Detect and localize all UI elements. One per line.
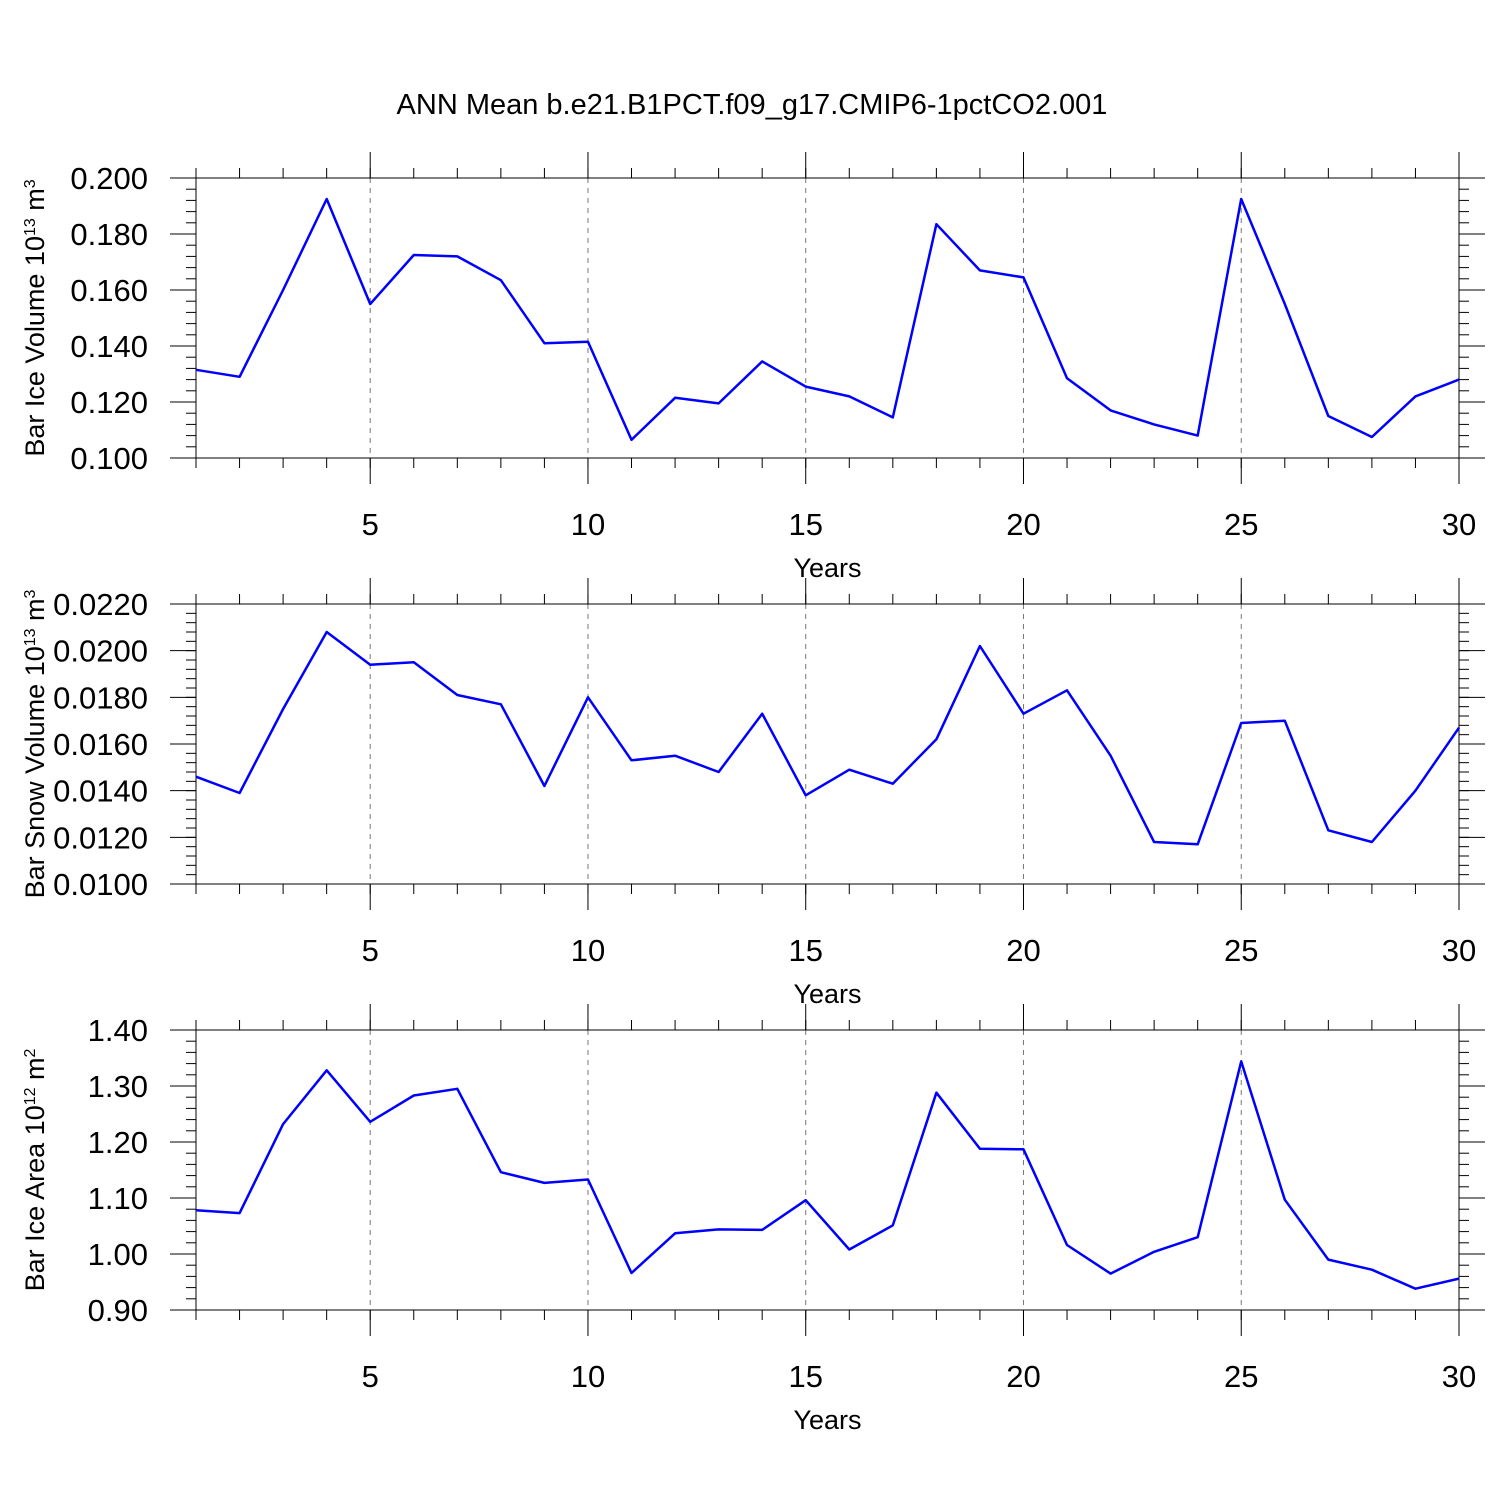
y-tick-label: 0.160 [70,273,148,308]
x-tick-label: 30 [1442,507,1476,542]
series-line [195,1060,1460,1290]
y-tick-label: 1.40 [88,1013,148,1048]
y-axis-label-text: m [20,598,50,628]
x-tick-label: 20 [1006,1359,1040,1394]
x-tick-label: 5 [362,933,379,968]
x-tick-label: 30 [1442,933,1476,968]
x-tick-label: 10 [571,1359,605,1394]
y-tick-label: 1.10 [88,1181,148,1216]
y-tick-label: 1.00 [88,1237,148,1272]
chart-panel-3: 5 10 15 20 25 30 0.90 1.00 1.10 1.20 1.30 1.40 Years… [20,1004,1485,1435]
plot-frame [195,1029,1460,1311]
y-axis-label-superscript: 2 [22,1048,39,1057]
y-tick-label: 0.0100 [53,867,148,902]
y-tick-label: 0.180 [70,217,148,252]
series-line [195,197,1460,442]
y-axis-label-text: Bar Ice Volume 10 [20,236,50,457]
x-tick-label: 20 [1006,507,1040,542]
x-tick-label: 25 [1224,933,1258,968]
y-axis-label-text: m [20,188,50,218]
y-tick-label: 0.100 [70,441,148,476]
y-axis-label-text: Bar Snow Volume 10 [20,646,50,898]
y-tick-label: 0.0120 [53,820,148,855]
x-tick-label: 5 [362,507,379,542]
y-axis-label-superscript: 13 [22,628,39,646]
y-axis-label-superscript: 3 [22,589,39,598]
y-tick-label: 0.0180 [53,680,148,715]
series-line [195,630,1461,846]
y-tick-label: 0.0140 [53,774,148,809]
x-axis-label: Years [793,1405,861,1435]
x-tick-label: 5 [362,1359,379,1394]
x-tick-label: 15 [788,507,822,542]
x-tick-label: 20 [1006,933,1040,968]
plot-frame [195,177,1460,459]
x-axis-label: Years [793,979,861,1009]
chart-panel-2: 5 10 15 20 25 30 0.0100 0.0120 0.0140 0.0160 0.018… [20,578,1485,1009]
figure-title: ANN Mean b.e21.B1PCT.f09_g17.CMIP6-1pctC… [397,89,1108,121]
y-tick-label: 0.140 [70,329,148,364]
chart-panel-1: 5 10 15 20 25 30 0.100 0.120 0.140 0.160 0.180 0.20… [20,152,1485,583]
y-axis-label-text: Bar Ice Area 10 [20,1105,50,1291]
y-tick-label: 0.0220 [53,587,148,622]
plot-frame [195,603,1460,885]
x-tick-label: 15 [788,933,822,968]
y-axis-label-superscript: 3 [22,179,39,188]
x-tick-label: 30 [1442,1359,1476,1394]
x-tick-label: 25 [1224,507,1258,542]
x-tick-label: 10 [571,933,605,968]
y-tick-label: 1.20 [88,1125,148,1160]
panels: 5 10 15 20 25 300.1000.1200.1400.1600.1800.20… [20,152,1485,1435]
y-axis-label-superscript: 12 [22,1087,39,1105]
y-tick-label: 0.120 [70,385,148,420]
x-tick-label: 10 [571,507,605,542]
x-tick-label: 25 [1224,1359,1258,1394]
y-axis-label: Bar Ice Area 1012 m2 [20,1048,50,1291]
y-axis-label-text: m [20,1057,50,1087]
y-axis-label-superscript: 13 [22,218,39,236]
y-tick-label: 1.30 [88,1069,148,1104]
y-axis-label: Bar Ice Volume 1013 m3 [20,179,50,456]
x-axis-label: Years [793,553,861,583]
y-axis-label: Bar Snow Volume 1013 m3 [20,589,50,898]
y-tick-label: 0.200 [70,161,148,196]
x-tick-label: 15 [788,1359,822,1394]
y-tick-label: 0.90 [88,1293,148,1328]
y-tick-label: 0.0160 [53,727,148,762]
y-tick-label: 0.0200 [53,634,148,669]
